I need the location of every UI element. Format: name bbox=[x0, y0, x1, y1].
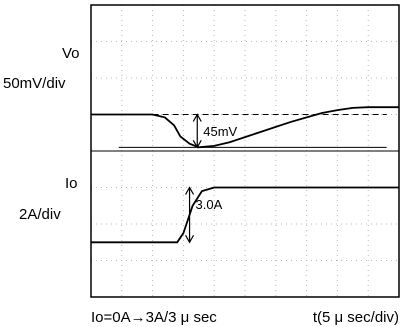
arrow-head-up bbox=[192, 113, 202, 122]
vo-channel-label: Vo bbox=[62, 45, 80, 62]
io-step-arrow bbox=[185, 186, 195, 244]
vo-dip-arrow bbox=[192, 113, 202, 149]
vo-dip-annotation: 45mV bbox=[203, 124, 237, 139]
io-scale-label: 2A/div bbox=[19, 206, 61, 223]
io-channel-label: Io bbox=[65, 175, 78, 192]
io-step-annotation: 3.0A bbox=[196, 197, 223, 212]
vo-scale-label: 50mV/div bbox=[3, 75, 66, 92]
io-trace bbox=[91, 186, 399, 244]
arrow-head-up bbox=[185, 186, 195, 195]
arrow-head-down bbox=[185, 234, 195, 244]
arrow-head-down bbox=[192, 140, 202, 149]
load-step-caption: Io=0A→3A/3 μ sec bbox=[91, 309, 217, 326]
x-axis-label: t(5 μ sec/div) bbox=[313, 309, 399, 326]
vo-trace bbox=[91, 106, 399, 149]
